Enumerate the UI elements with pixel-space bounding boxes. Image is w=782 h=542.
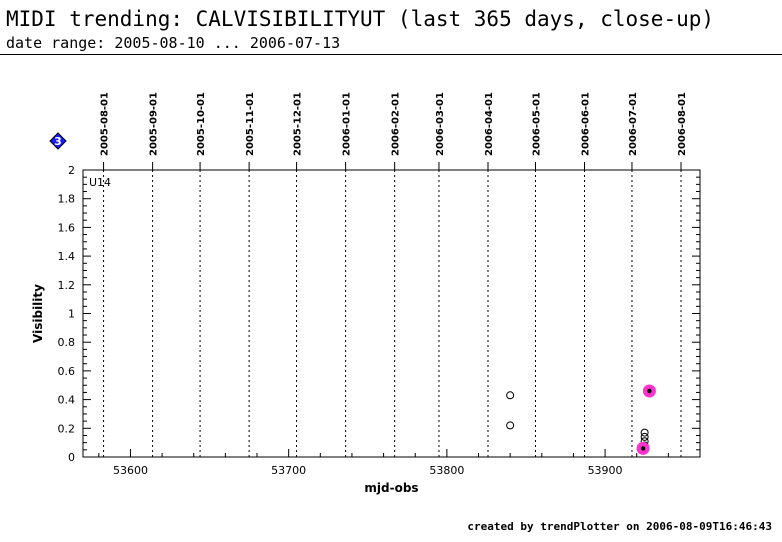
date-label: 2005-08-01 xyxy=(100,92,111,156)
date-label: 2006-03-01 xyxy=(435,92,446,156)
date-label: 2005-10-01 xyxy=(196,92,207,156)
data-point xyxy=(506,421,515,430)
date-label: 2006-06-01 xyxy=(581,92,592,156)
badge-label: 3 xyxy=(54,135,62,148)
y-tick-label: 1.8 xyxy=(58,193,76,206)
highlighted-point-core xyxy=(647,388,652,394)
date-label: 2006-01-01 xyxy=(342,92,353,156)
x-axis: 53600 53700 53800 53900 xyxy=(98,449,701,477)
date-label: 2005-12-01 xyxy=(293,92,304,156)
date-label: 2006-04-01 xyxy=(484,92,495,156)
data-point xyxy=(640,428,649,437)
x-axis-label: mjd-obs xyxy=(364,481,418,495)
title-divider xyxy=(0,54,782,55)
y-tick-label: 1 xyxy=(68,308,75,321)
diamond-icon xyxy=(49,132,67,150)
y-tick-label: 1.4 xyxy=(58,250,76,263)
date-label: 2005-09-01 xyxy=(149,92,160,156)
x-tick-label: 53900 xyxy=(588,464,623,477)
panel-label: U14 xyxy=(89,176,111,189)
date-range-subtitle: date range: 2005-08-10 ... 2006-07-13 xyxy=(6,34,341,52)
data-point xyxy=(640,432,649,441)
plot-frame xyxy=(82,169,701,458)
data-point xyxy=(506,391,515,400)
y-tick-label: 0.2 xyxy=(58,422,76,435)
y-tick-label: 0.4 xyxy=(58,394,76,407)
y-axis-label: Visibility xyxy=(31,284,45,343)
y-axis: 0 0.2 0.4 0.6 0.8 1 1.2 1.4 1.6 1.8 2 xyxy=(58,164,700,464)
y-tick-label: 0.8 xyxy=(58,336,76,349)
x-tick-label: 53600 xyxy=(113,464,148,477)
highlighted-point-core xyxy=(640,446,646,451)
date-markers: 2005-08-01 2005-09-01 2005-10-01 2005-11-01… xyxy=(100,92,688,170)
date-label: 2006-02-01 xyxy=(391,92,402,156)
badge-group: 3 xyxy=(49,132,67,150)
date-label: 2006-08-01 xyxy=(677,92,688,156)
y-tick-label: 0.6 xyxy=(58,365,76,378)
y-tick-label: 0 xyxy=(68,451,75,464)
date-label: 2006-07-01 xyxy=(628,92,639,156)
y-tick-label: 1.6 xyxy=(58,221,76,234)
x-tick-label: 53700 xyxy=(271,464,306,477)
date-label: 2006-05-01 xyxy=(531,92,542,156)
x-tick-label: 53800 xyxy=(429,464,464,477)
y-tick-label: 1.2 xyxy=(58,279,76,292)
data-points xyxy=(506,384,656,455)
date-label: 2005-11-01 xyxy=(245,92,256,156)
page-title: MIDI trending: CALVISIBILITYUT (last 365… xyxy=(6,7,715,31)
footer-credit: created by trendPlotter on 2006-08-09T16… xyxy=(467,520,772,533)
y-tick-label: 2 xyxy=(68,164,75,177)
grid-lines xyxy=(103,170,682,457)
